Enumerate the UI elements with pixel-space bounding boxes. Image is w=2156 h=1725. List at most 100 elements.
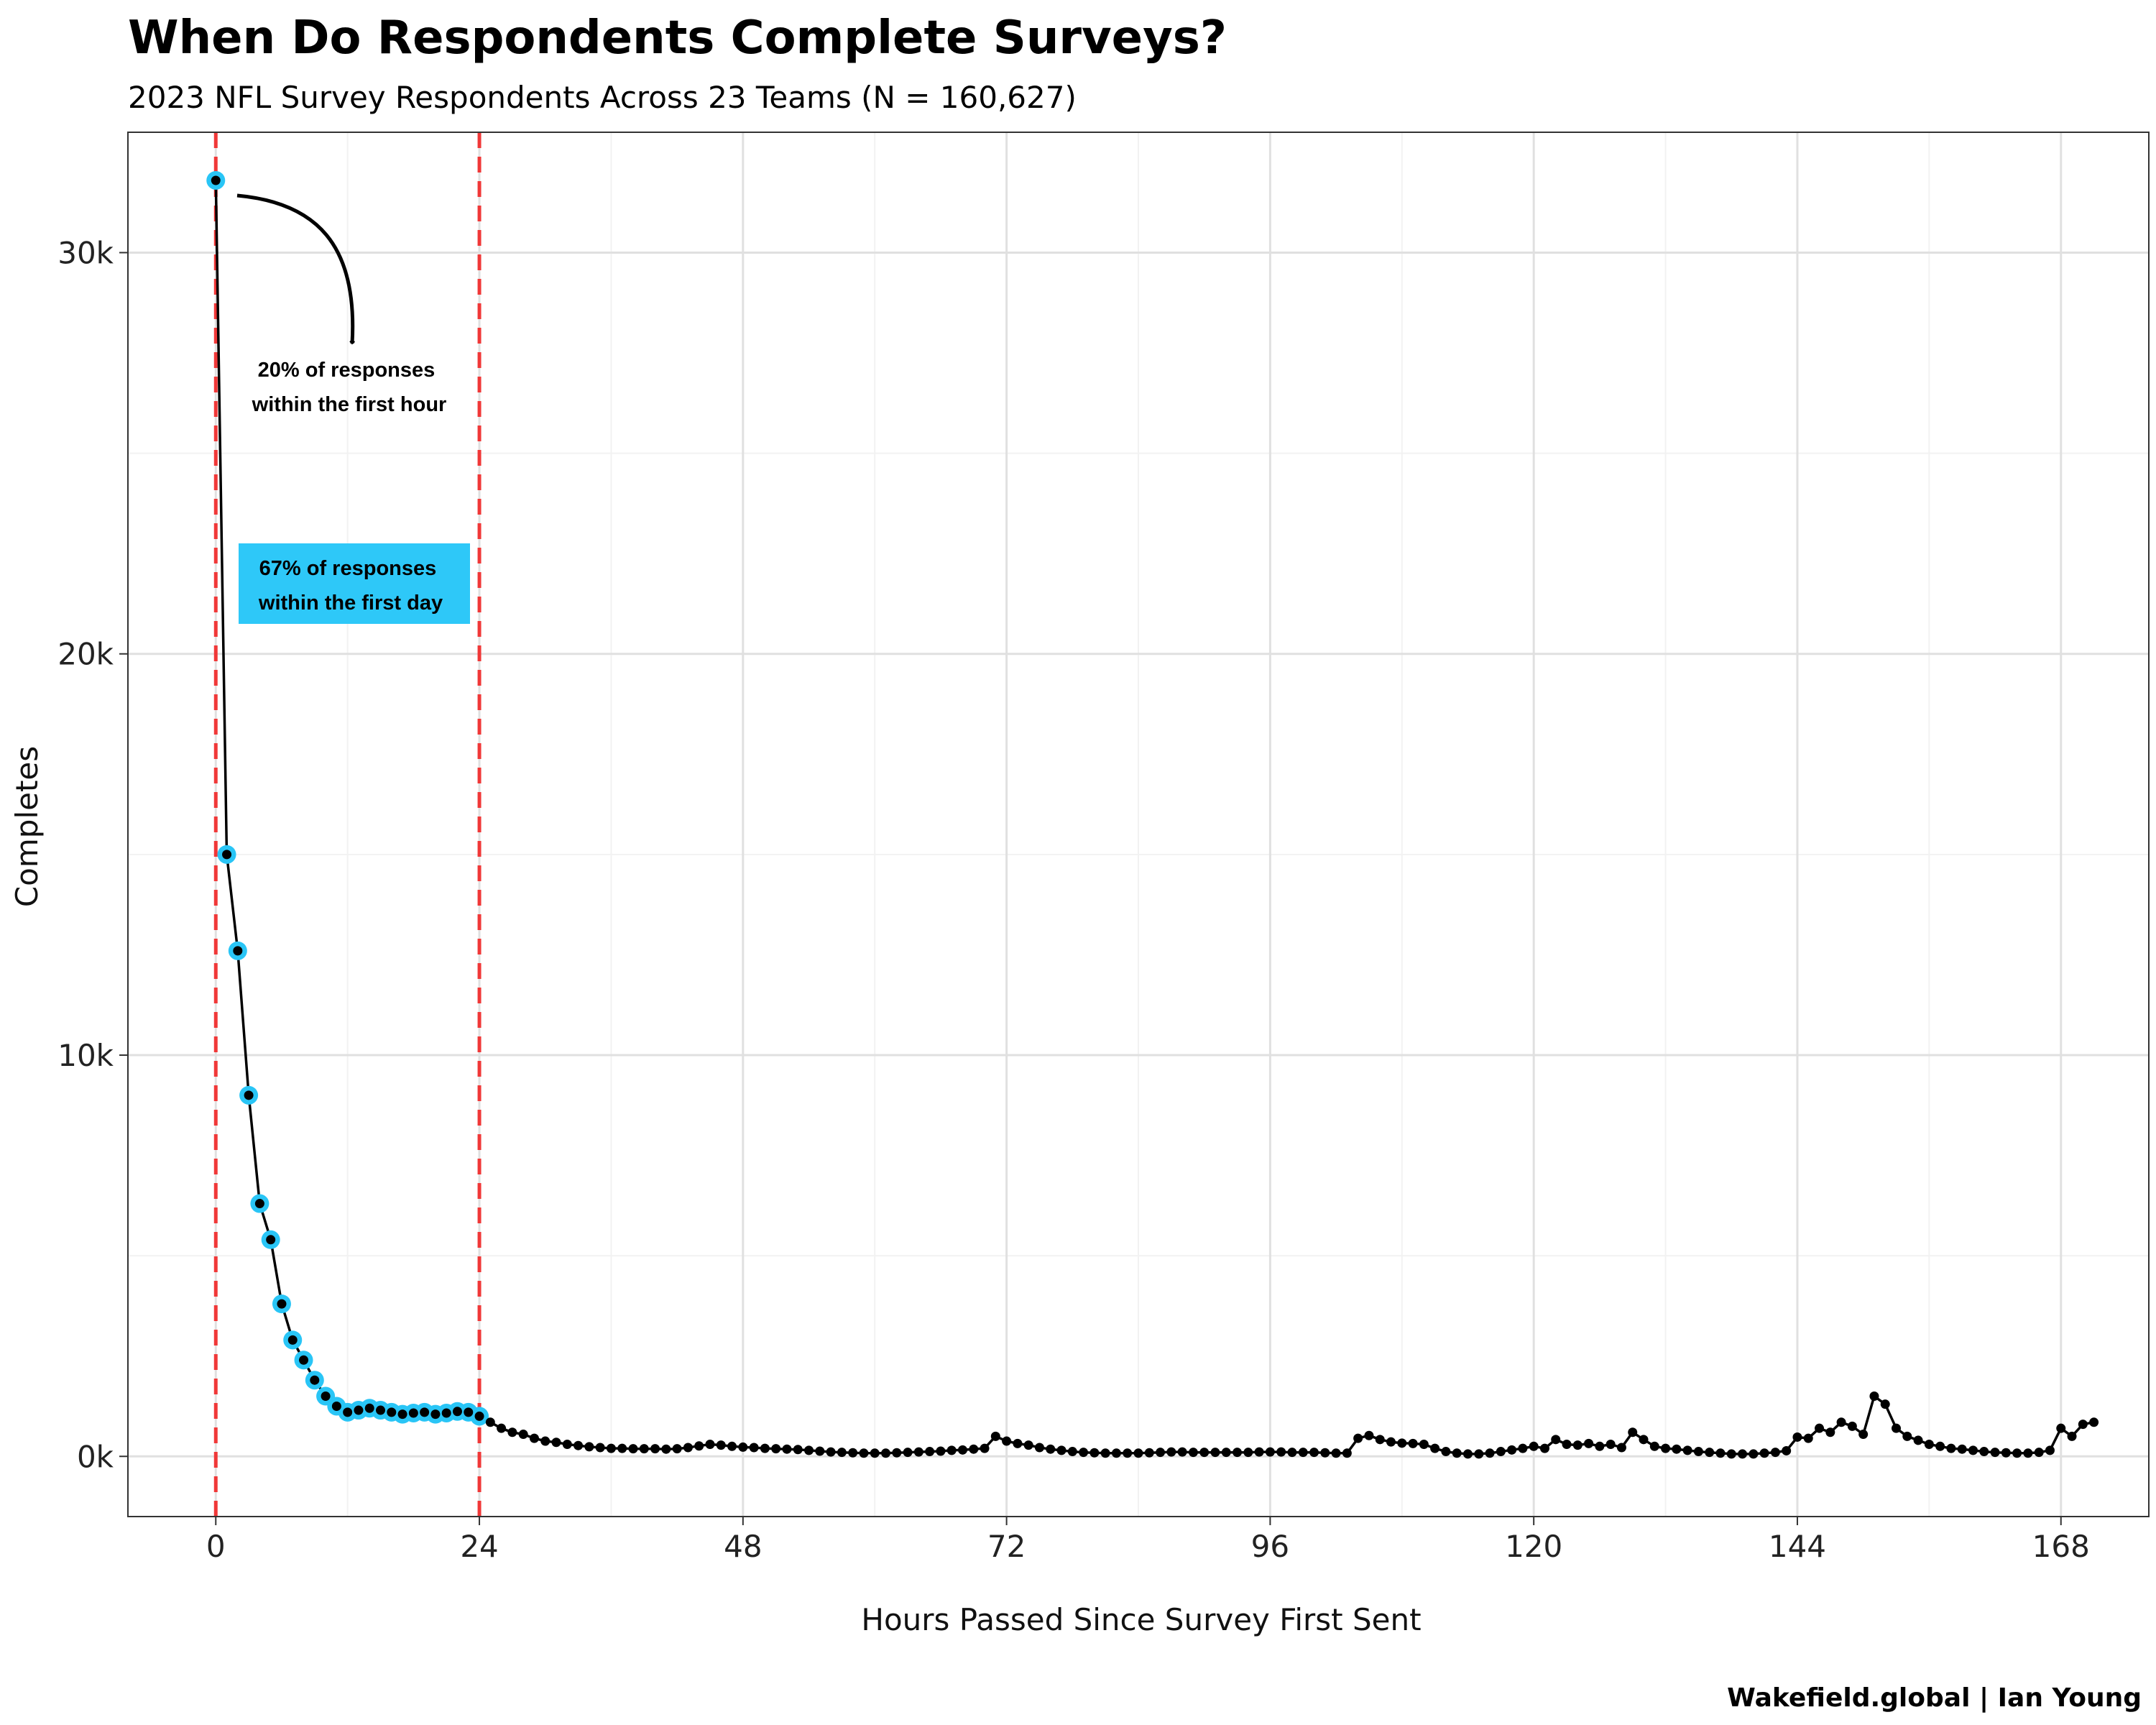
- data-point: [1738, 1449, 1748, 1459]
- y-tick-label: 10k: [57, 1038, 114, 1073]
- annotations: 20% of responses within the first hour 6…: [236, 193, 470, 624]
- y-tick-label: 30k: [57, 235, 114, 270]
- data-point: [1496, 1447, 1506, 1457]
- data-point: [980, 1443, 990, 1453]
- x-tick-label: 72: [987, 1529, 1026, 1564]
- data-point: [529, 1433, 539, 1443]
- data-point: [1309, 1448, 1319, 1458]
- data-point: [1265, 1447, 1275, 1457]
- data-point: [387, 1407, 397, 1417]
- data-point: [661, 1444, 671, 1454]
- data-point: [1572, 1440, 1583, 1450]
- data-point: [1199, 1448, 1210, 1458]
- data-point: [595, 1443, 605, 1453]
- data-point: [1562, 1440, 1572, 1450]
- data-point: [420, 1407, 430, 1417]
- data-point: [2045, 1445, 2055, 1455]
- x-tick-label: 120: [1505, 1529, 1562, 1564]
- data-point: [1233, 1448, 1243, 1458]
- data-point: [1353, 1433, 1363, 1443]
- x-tick-label: 24: [460, 1529, 498, 1564]
- data-point: [804, 1445, 814, 1455]
- data-point: [430, 1409, 441, 1420]
- data-point: [617, 1443, 627, 1453]
- data-point: [1815, 1423, 1825, 1433]
- x-tick-label: 0: [206, 1529, 226, 1564]
- data-point: [1046, 1444, 1056, 1454]
- data-point: [1749, 1449, 1759, 1459]
- data-point: [485, 1417, 495, 1427]
- series-path: [214, 180, 2094, 1455]
- data-point: [464, 1407, 474, 1417]
- data-point: [969, 1444, 979, 1454]
- data-point: [1013, 1438, 1023, 1448]
- annotation-first-day-box: [239, 543, 470, 624]
- annotation-first-hour: 20% of responses within the first hour: [252, 359, 447, 416]
- data-point: [254, 1199, 264, 1209]
- data-point: [1551, 1435, 1561, 1445]
- data-point: [1847, 1421, 1857, 1431]
- data-point: [1430, 1443, 1440, 1453]
- data-point: [354, 1405, 364, 1415]
- data-point: [738, 1442, 748, 1452]
- data-point: [2034, 1448, 2044, 1458]
- data-point: [705, 1440, 715, 1450]
- data-point: [1386, 1437, 1396, 1447]
- data-point: [474, 1411, 484, 1421]
- data-point: [1177, 1447, 1187, 1457]
- data-point: [1649, 1441, 1659, 1451]
- arrow-icon: [236, 193, 356, 345]
- data-point: [1034, 1443, 1044, 1453]
- data-point: [1188, 1448, 1198, 1458]
- data-point: [1935, 1441, 1945, 1451]
- data-point: [2067, 1431, 2077, 1441]
- data-point: [2078, 1420, 2088, 1430]
- data-point: [244, 1090, 254, 1100]
- y-tick-label: 20k: [57, 637, 114, 672]
- data-point: [628, 1444, 638, 1454]
- data-point: [1770, 1448, 1780, 1458]
- data-point: [1606, 1440, 1616, 1450]
- data-point: [727, 1441, 737, 1451]
- data-point: [892, 1448, 902, 1458]
- data-point: [2012, 1448, 2022, 1458]
- data-point: [1957, 1444, 1967, 1454]
- data-point: [408, 1408, 418, 1418]
- data-point: [1364, 1430, 1374, 1440]
- data-point: [1441, 1447, 1451, 1457]
- data-point: [222, 850, 232, 860]
- data-point: [1419, 1440, 1429, 1450]
- data-point: [2089, 1417, 2099, 1427]
- y-axis-label: Completes: [9, 746, 45, 907]
- data-point: [1210, 1448, 1220, 1458]
- x-tick-label: 96: [1251, 1529, 1289, 1564]
- data-point: [1474, 1449, 1484, 1459]
- data-point: [1089, 1448, 1100, 1458]
- data-point: [1595, 1441, 1605, 1451]
- data-point: [1661, 1443, 1671, 1453]
- data-point: [452, 1407, 462, 1417]
- data-point: [321, 1392, 331, 1402]
- data-point: [1243, 1448, 1253, 1458]
- data-point: [1079, 1448, 1089, 1458]
- data-point: [1715, 1448, 1726, 1458]
- data-point: [859, 1448, 869, 1458]
- chart-caption: Wakefield.global | Ian Young: [1727, 1683, 2142, 1713]
- data-point: [1507, 1445, 1517, 1455]
- data-point: [1156, 1448, 1166, 1458]
- chart-subtitle: 2023 NFL Survey Respondents Across 23 Te…: [128, 80, 1077, 115]
- data-point: [299, 1355, 309, 1365]
- data-point: [793, 1445, 803, 1455]
- data-point: [1254, 1447, 1264, 1457]
- data-point: [1693, 1447, 1703, 1457]
- data-point: [277, 1299, 287, 1309]
- data-point: [1298, 1448, 1308, 1458]
- data-point: [1100, 1448, 1110, 1458]
- data-point: [936, 1446, 946, 1456]
- data-point: [562, 1440, 572, 1450]
- data-point: [1858, 1430, 1869, 1440]
- data-point: [1452, 1448, 1462, 1458]
- data-point: [913, 1447, 923, 1457]
- data-points: [211, 175, 2099, 1459]
